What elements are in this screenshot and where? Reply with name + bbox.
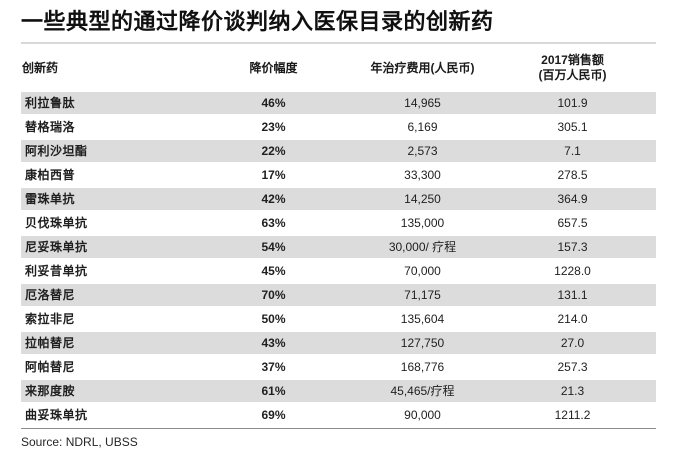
- sales-cell: 657.5: [557, 216, 588, 230]
- drug-name-cell: 厄洛替尼: [21, 284, 191, 308]
- table-row: 利拉鲁肽 46% 14,965 101.9: [21, 92, 656, 116]
- annual-cost-cell: 71,175: [356, 284, 489, 308]
- drug-name-cell: 利拉鲁肽: [21, 92, 191, 116]
- drug-name-cell: 拉帕替尼: [21, 332, 191, 356]
- table-row: 替格瑞洛 23% 6,169 305.1: [21, 116, 656, 140]
- discount-cell: 22%: [191, 140, 356, 164]
- drug-name-cell: 利妥昔单抗: [25, 264, 88, 278]
- annual-cost-cell: 135,604: [400, 312, 445, 326]
- figure-title: 一些典型的通过降价谈判纳入医保目录的创新药: [21, 9, 494, 34]
- header-annual-cost: 年治疗费用(人民币): [370, 60, 475, 75]
- sales-cell: 305.1: [557, 120, 588, 134]
- sales-cell: 131.1: [489, 284, 656, 308]
- footer-divider: [21, 428, 656, 429]
- annual-cost-cell: 127,750: [356, 332, 489, 356]
- header-discount: 降价幅度: [249, 60, 298, 75]
- source-note: Source: NDRL, UBSS: [21, 435, 138, 449]
- discount-cell: 17%: [261, 168, 286, 182]
- discount-cell: 45%: [261, 264, 286, 278]
- drug-name-cell: 替格瑞洛: [25, 120, 76, 134]
- table-body: 利拉鲁肽 46% 14,965 101.9 替格瑞洛 23% 6,169 305.1 阿利沙坦酯…: [21, 92, 656, 428]
- table-row: 尼妥珠单抗 54% 30,000/ 疗程 157.3: [21, 236, 656, 260]
- annual-cost-cell: 135,000: [400, 216, 445, 230]
- drug-table: 创新药 降价幅度 年治疗费用(人民币) 2017销售额 (百万人民币) 利拉鲁肽…: [21, 44, 656, 428]
- table-row: 利妥昔单抗 45% 70,000 1228.0: [21, 260, 656, 284]
- sales-cell: 1211.2: [554, 408, 591, 422]
- annual-cost-cell: 168,776: [400, 360, 445, 374]
- annual-cost-cell: 6,169: [407, 120, 438, 134]
- table-row: 阿帕替尼 37% 168,776 257.3: [21, 356, 656, 380]
- sales-cell: 101.9: [489, 92, 656, 116]
- annual-cost-cell: 14,965: [356, 92, 489, 116]
- table-row: 康柏西普 17% 33,300 278.5: [21, 164, 656, 188]
- discount-cell: 23%: [261, 120, 286, 134]
- title-divider: [21, 42, 656, 44]
- discount-cell: 37%: [261, 360, 286, 374]
- table-row: 厄洛替尼 70% 71,175 131.1: [21, 284, 656, 308]
- sales-cell: 27.0: [489, 332, 656, 356]
- table-row: 索拉非尼 50% 135,604 214.0: [21, 308, 656, 332]
- annual-cost-cell: 30,000/ 疗程: [356, 236, 489, 260]
- sales-cell: 1228.0: [554, 264, 591, 278]
- annual-cost-cell: 14,250: [356, 188, 489, 212]
- drug-name-cell: 尼妥珠单抗: [21, 236, 191, 260]
- annual-cost-cell: 45,465/疗程: [356, 380, 489, 404]
- drug-name-cell: 阿帕替尼: [25, 360, 76, 374]
- header-sales-line2: (百万人民币): [538, 68, 607, 82]
- figure-content: 一些典型的通过降价谈判纳入医保目录的创新药 创新药 降价幅度 年治疗费用(人民币…: [21, 9, 656, 449]
- sales-cell: 257.3: [557, 360, 588, 374]
- sales-cell: 21.3: [489, 380, 656, 404]
- header-sales-line1: 2017销售额: [541, 53, 604, 67]
- discount-cell: 50%: [261, 312, 286, 326]
- drug-name-cell: 贝伐珠单抗: [25, 216, 88, 230]
- annual-cost-cell: 2,573: [356, 140, 489, 164]
- table-row: 雷珠单抗 42% 14,250 364.9: [21, 188, 656, 212]
- sales-cell: 278.5: [557, 168, 588, 182]
- drug-name-cell: 索拉非尼: [25, 312, 76, 326]
- sales-cell: 157.3: [489, 236, 656, 260]
- header-drug: 创新药: [22, 60, 59, 75]
- sales-cell: 214.0: [557, 312, 588, 326]
- header-row: 创新药 降价幅度 年治疗费用(人民币) 2017销售额 (百万人民币): [21, 44, 656, 92]
- discount-cell: 61%: [191, 380, 356, 404]
- drug-name-cell: 曲妥珠单抗: [25, 408, 88, 422]
- discount-cell: 42%: [191, 188, 356, 212]
- table-row: 贝伐珠单抗 63% 135,000 657.5: [21, 212, 656, 236]
- table-header: 创新药 降价幅度 年治疗费用(人民币) 2017销售额 (百万人民币): [21, 44, 656, 92]
- sales-cell: 7.1: [489, 140, 656, 164]
- annual-cost-cell: 33,300: [404, 168, 441, 182]
- table-row: 阿利沙坦酯 22% 2,573 7.1: [21, 140, 656, 164]
- annual-cost-cell: 70,000: [404, 264, 441, 278]
- drug-name-cell: 阿利沙坦酯: [21, 140, 191, 164]
- drug-name-cell: 来那度胺: [21, 380, 191, 404]
- table-row: 来那度胺 61% 45,465/疗程 21.3: [21, 380, 656, 404]
- discount-cell: 46%: [191, 92, 356, 116]
- discount-cell: 43%: [191, 332, 356, 356]
- sales-cell: 364.9: [489, 188, 656, 212]
- discount-cell: 70%: [191, 284, 356, 308]
- discount-cell: 69%: [261, 408, 286, 422]
- table-row: 拉帕替尼 43% 127,750 27.0: [21, 332, 656, 356]
- header-sales: 2017销售额 (百万人民币): [489, 44, 656, 92]
- drug-name-cell: 雷珠单抗: [21, 188, 191, 212]
- table-row: 曲妥珠单抗 69% 90,000 1211.2: [21, 404, 656, 428]
- annual-cost-cell: 90,000: [404, 408, 441, 422]
- drug-name-cell: 康柏西普: [25, 168, 76, 182]
- discount-cell: 54%: [191, 236, 356, 260]
- discount-cell: 63%: [261, 216, 286, 230]
